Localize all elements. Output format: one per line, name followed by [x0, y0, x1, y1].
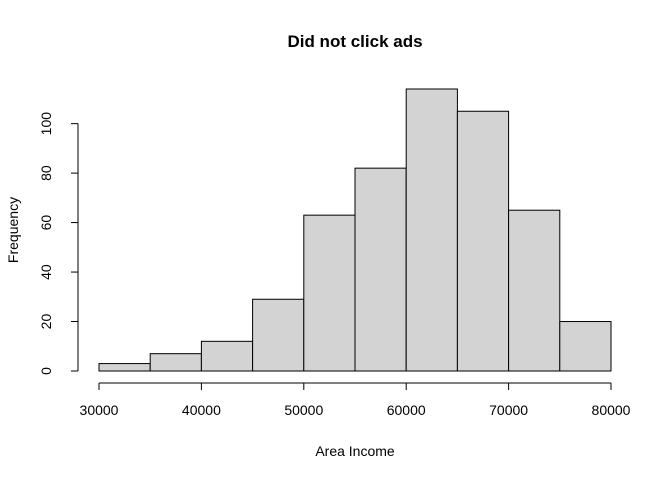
y-tick-label: 80 [38, 165, 54, 181]
x-tick-label: 60000 [387, 402, 426, 418]
histogram-bar [456, 110, 510, 372]
x-tick-label: 80000 [592, 402, 631, 418]
y-tick-label: 60 [38, 215, 54, 231]
histogram-bar [508, 209, 561, 372]
histogram-bar [354, 167, 407, 372]
histogram-bar [200, 340, 254, 372]
y-tick-label: 0 [38, 367, 54, 375]
x-tick-label: 30000 [80, 402, 119, 418]
y-tick-label: 40 [38, 264, 54, 280]
y-tick-label: 100 [38, 112, 54, 136]
histogram-bar [405, 88, 458, 372]
x-tick-label: 70000 [489, 402, 528, 418]
histogram-bar [149, 353, 202, 372]
x-axis: 30000 40000 50000 60000 70000 80000 [80, 382, 631, 418]
histogram-bar [303, 214, 356, 372]
y-tick-label: 20 [38, 314, 54, 330]
x-axis-label: Area Income [315, 443, 395, 459]
chart-title: Did not click ads [287, 32, 422, 51]
y-axis-label: Frequency [5, 197, 21, 263]
x-tick-label: 40000 [182, 402, 221, 418]
x-tick-label: 50000 [284, 402, 323, 418]
histogram-bar [98, 363, 151, 372]
histogram-bar [559, 321, 612, 372]
histogram-bar [252, 298, 305, 372]
y-axis: 0 20 40 60 80 100 [38, 112, 79, 375]
bars-layer [98, 88, 612, 372]
